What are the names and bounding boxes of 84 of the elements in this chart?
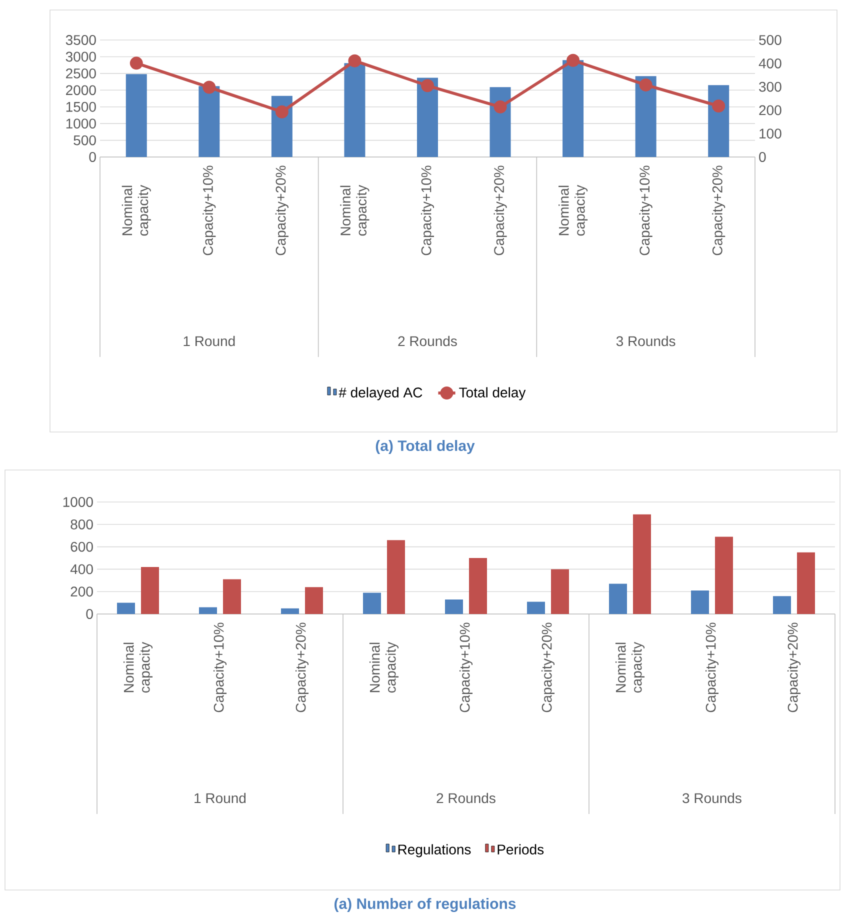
x-tick-label: Nominal capacity bbox=[123, 642, 153, 693]
point bbox=[494, 100, 507, 114]
y-tick-label: 800 bbox=[70, 519, 93, 530]
x-tick-label: Capacity+10% bbox=[459, 622, 473, 712]
bar bbox=[140, 566, 159, 614]
point bbox=[712, 100, 726, 112]
point bbox=[275, 105, 288, 118]
bar bbox=[632, 514, 651, 614]
bar bbox=[304, 587, 323, 614]
text: (a) Number of regulations bbox=[334, 898, 516, 912]
y2-tick-label: 0 bbox=[759, 152, 766, 162]
x-tick-label: Capacity+20% bbox=[541, 622, 555, 712]
bar bbox=[635, 76, 656, 158]
x-tick-label: Nominal capacity bbox=[615, 642, 645, 693]
x-tick-label: Capacity+10% bbox=[705, 622, 719, 712]
bar bbox=[608, 584, 627, 614]
text: 1 Round bbox=[194, 792, 246, 804]
bar bbox=[126, 74, 147, 158]
y2-tick-label: 100 bbox=[760, 128, 782, 139]
point bbox=[420, 79, 434, 92]
y-tick-label: 3000 bbox=[66, 52, 96, 62]
bar bbox=[690, 590, 709, 614]
bar bbox=[280, 608, 299, 614]
y-tick-label: 500 bbox=[74, 135, 96, 146]
bar bbox=[526, 602, 545, 614]
bar bbox=[344, 63, 366, 158]
x-tick-label: Capacity+10% bbox=[202, 166, 216, 256]
bar bbox=[198, 86, 220, 158]
bar bbox=[714, 536, 733, 614]
y-tick-label: 2000 bbox=[66, 85, 96, 96]
y-tick-label: 400 bbox=[70, 564, 93, 574]
bar bbox=[222, 579, 241, 614]
bar bbox=[772, 596, 791, 614]
x-tick-label: Capacity+20% bbox=[787, 622, 801, 712]
text: 3 Rounds bbox=[682, 792, 742, 804]
bar bbox=[362, 592, 381, 614]
y2-tick-label: 300 bbox=[759, 82, 782, 92]
legend-label: Regulations bbox=[398, 844, 471, 858]
y-tick-label: 2500 bbox=[66, 68, 96, 78]
bar bbox=[562, 60, 584, 158]
x-tick-label: Capacity+20% bbox=[275, 166, 288, 256]
y-tick-label: 0 bbox=[86, 609, 93, 619]
y-tick-label: 600 bbox=[70, 542, 93, 552]
x-tick-label: Capacity+20% bbox=[712, 166, 726, 256]
legend-label: # delayed AC bbox=[338, 387, 422, 400]
y-tick-label: 200 bbox=[70, 586, 93, 597]
x-tick-label: Nominal capacity bbox=[369, 642, 399, 693]
bar bbox=[796, 552, 815, 614]
point bbox=[566, 54, 580, 67]
bar bbox=[444, 599, 463, 614]
bar bbox=[117, 602, 135, 614]
y-tick-label: 0 bbox=[89, 152, 96, 162]
y-tick-label: 1000 bbox=[66, 118, 96, 129]
x-tick-label: Capacity+20% bbox=[295, 622, 309, 712]
text: 3 Rounds bbox=[616, 336, 676, 346]
x-tick-label: Capacity+10% bbox=[639, 166, 652, 256]
point bbox=[348, 54, 362, 68]
bar bbox=[416, 78, 438, 158]
point bbox=[639, 78, 652, 92]
text: (a) Total delay bbox=[376, 440, 475, 454]
y2-tick-label: 400 bbox=[758, 58, 782, 68]
point bbox=[130, 56, 143, 70]
legend-label: Periods bbox=[498, 844, 544, 854]
text: 2 Rounds bbox=[398, 336, 457, 346]
bar bbox=[386, 540, 405, 614]
bar bbox=[550, 569, 569, 614]
x-tick-label: Capacity+10% bbox=[213, 622, 227, 712]
text: 2 Rounds bbox=[436, 792, 496, 804]
y2-tick-label: 500 bbox=[759, 35, 782, 45]
text: 1 Round bbox=[184, 336, 235, 346]
legend-label: Total delay bbox=[459, 387, 526, 400]
bar bbox=[199, 607, 217, 614]
bar bbox=[708, 85, 730, 158]
y-tick-label: 1000 bbox=[63, 497, 93, 507]
x-tick-label: Nominal capacity bbox=[122, 184, 151, 236]
y-tick-label: 1500 bbox=[66, 102, 96, 112]
x-tick-label: Capacity+20% bbox=[494, 166, 507, 256]
y2-tick-label: 200 bbox=[759, 105, 782, 116]
x-tick-label: Capacity+10% bbox=[420, 166, 434, 256]
point bbox=[202, 80, 216, 94]
bar bbox=[468, 558, 487, 614]
y-tick-label: 3500 bbox=[66, 35, 96, 45]
x-tick-label: Nominal capacity bbox=[558, 184, 588, 236]
x-tick-label: Nominal capacity bbox=[340, 184, 370, 236]
